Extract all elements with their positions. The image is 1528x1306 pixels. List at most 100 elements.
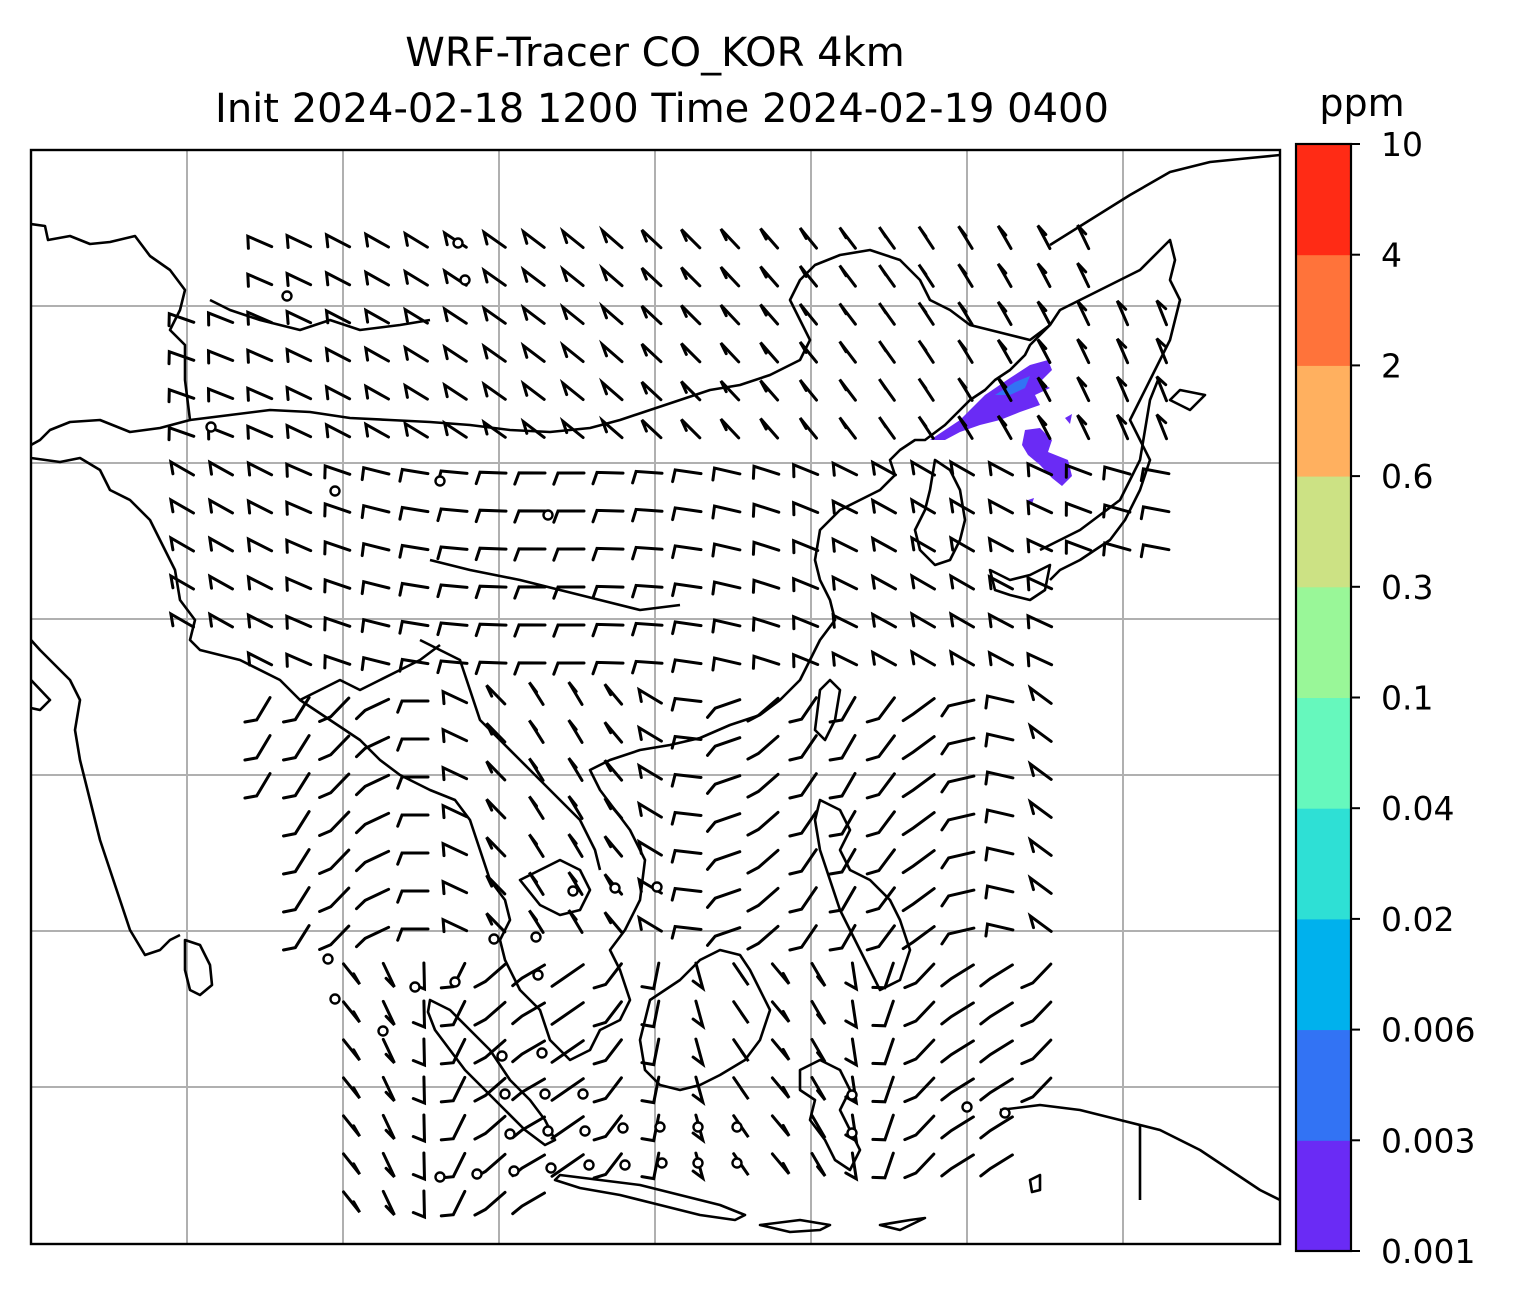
wind-barb xyxy=(844,1151,859,1182)
wind-barb xyxy=(706,812,742,833)
wind-barb xyxy=(603,835,624,858)
colorbar-tick-label: 0.006 xyxy=(1381,1011,1475,1050)
wind-barb xyxy=(567,719,584,744)
wind-barb xyxy=(901,925,936,951)
wind-barb xyxy=(1102,541,1132,557)
wind-barb xyxy=(550,1039,585,1064)
wind-barb xyxy=(940,963,975,988)
wind-barb xyxy=(411,1037,427,1068)
wind-barb xyxy=(844,999,859,1030)
wind-barb xyxy=(1036,376,1052,402)
wind-barb xyxy=(324,384,352,401)
wind-barb xyxy=(598,301,624,326)
wind-barb xyxy=(987,536,1014,553)
wind-barb xyxy=(246,385,274,402)
wind-barb xyxy=(285,385,313,401)
wind-barb xyxy=(671,468,703,484)
calm-wind-marker xyxy=(449,976,461,988)
wind-barb xyxy=(323,653,352,670)
wind-barb xyxy=(567,871,584,896)
wind-barb xyxy=(878,340,896,364)
wind-barb xyxy=(1064,539,1093,555)
wind-barb xyxy=(746,696,780,723)
wind-barb xyxy=(901,849,936,875)
wind-barb xyxy=(474,584,508,600)
wind-barb xyxy=(732,1000,750,1025)
wind-barb xyxy=(810,1152,827,1177)
wind-barb xyxy=(631,507,664,523)
wind-barb xyxy=(987,574,1014,591)
wind-barb xyxy=(1026,499,1054,516)
wind-barb xyxy=(323,615,352,632)
wind-barb xyxy=(528,871,545,896)
wind-barb xyxy=(680,266,702,288)
wind-barb xyxy=(323,463,352,480)
wind-barb xyxy=(1115,413,1130,441)
wind-barb xyxy=(996,376,1013,402)
wind-barb xyxy=(751,616,781,632)
wind-barb xyxy=(168,611,195,629)
wind-barb xyxy=(828,924,857,952)
wind-barb xyxy=(598,377,624,402)
wind-barb xyxy=(996,300,1013,326)
calm-wind-marker xyxy=(329,485,341,497)
wind-barb xyxy=(901,697,936,723)
wind-barb xyxy=(552,661,586,676)
wind-barb xyxy=(403,306,429,325)
wind-barb xyxy=(474,508,508,524)
wind-barb xyxy=(441,879,469,896)
wind-barb xyxy=(342,1190,361,1214)
wind-barb xyxy=(246,574,274,591)
wind-barb xyxy=(439,1037,467,1066)
wind-barb xyxy=(403,230,429,249)
wind-barb xyxy=(1027,874,1053,895)
wind-barb xyxy=(871,1037,895,1066)
wind-barb xyxy=(246,460,274,477)
wind-barb xyxy=(207,611,234,629)
wind-barb xyxy=(411,999,427,1030)
wind-barb xyxy=(901,887,936,913)
wind-barb xyxy=(441,841,469,858)
wind-barb xyxy=(640,228,663,250)
wind-barb xyxy=(318,734,351,761)
wind-barb xyxy=(917,225,935,250)
wind-barb xyxy=(207,459,234,477)
wind-barb xyxy=(948,611,975,629)
wind-barb xyxy=(838,378,857,402)
wind-barb xyxy=(828,848,857,876)
wind-barb xyxy=(591,508,625,524)
wind-barb xyxy=(746,810,780,837)
wind-barb xyxy=(984,808,1015,824)
wind-barb xyxy=(792,538,820,555)
wind-barb xyxy=(381,1151,396,1178)
wind-barb xyxy=(637,800,663,819)
calm-wind-marker xyxy=(731,1121,743,1133)
wind-barb xyxy=(637,762,663,781)
wind-barb xyxy=(751,654,781,670)
wind-barb xyxy=(640,342,663,364)
wind-barb xyxy=(396,699,430,714)
wind-barb xyxy=(865,924,896,952)
wind-barb xyxy=(979,1039,1014,1064)
wind-barb xyxy=(844,1037,859,1068)
wind-barb xyxy=(828,886,857,914)
wind-barb xyxy=(979,1153,1014,1178)
wind-barb xyxy=(513,585,547,600)
wind-barb xyxy=(746,924,780,951)
wind-barb xyxy=(381,1113,396,1140)
wind-barb xyxy=(591,546,625,562)
wind-barb xyxy=(513,547,547,562)
wind-barb xyxy=(792,652,820,669)
wind-barb xyxy=(770,1114,791,1137)
wind-barb xyxy=(810,1038,827,1063)
wind-barb xyxy=(528,757,545,782)
wind-barb xyxy=(798,379,818,402)
calm-wind-marker xyxy=(322,953,334,965)
wind-barb xyxy=(838,302,857,326)
wind-barb xyxy=(671,544,703,560)
wind-barb xyxy=(481,342,507,363)
wind-barb xyxy=(719,303,741,326)
wind-barb xyxy=(670,734,703,750)
wind-barb xyxy=(567,795,584,820)
wind-barb xyxy=(243,734,272,762)
